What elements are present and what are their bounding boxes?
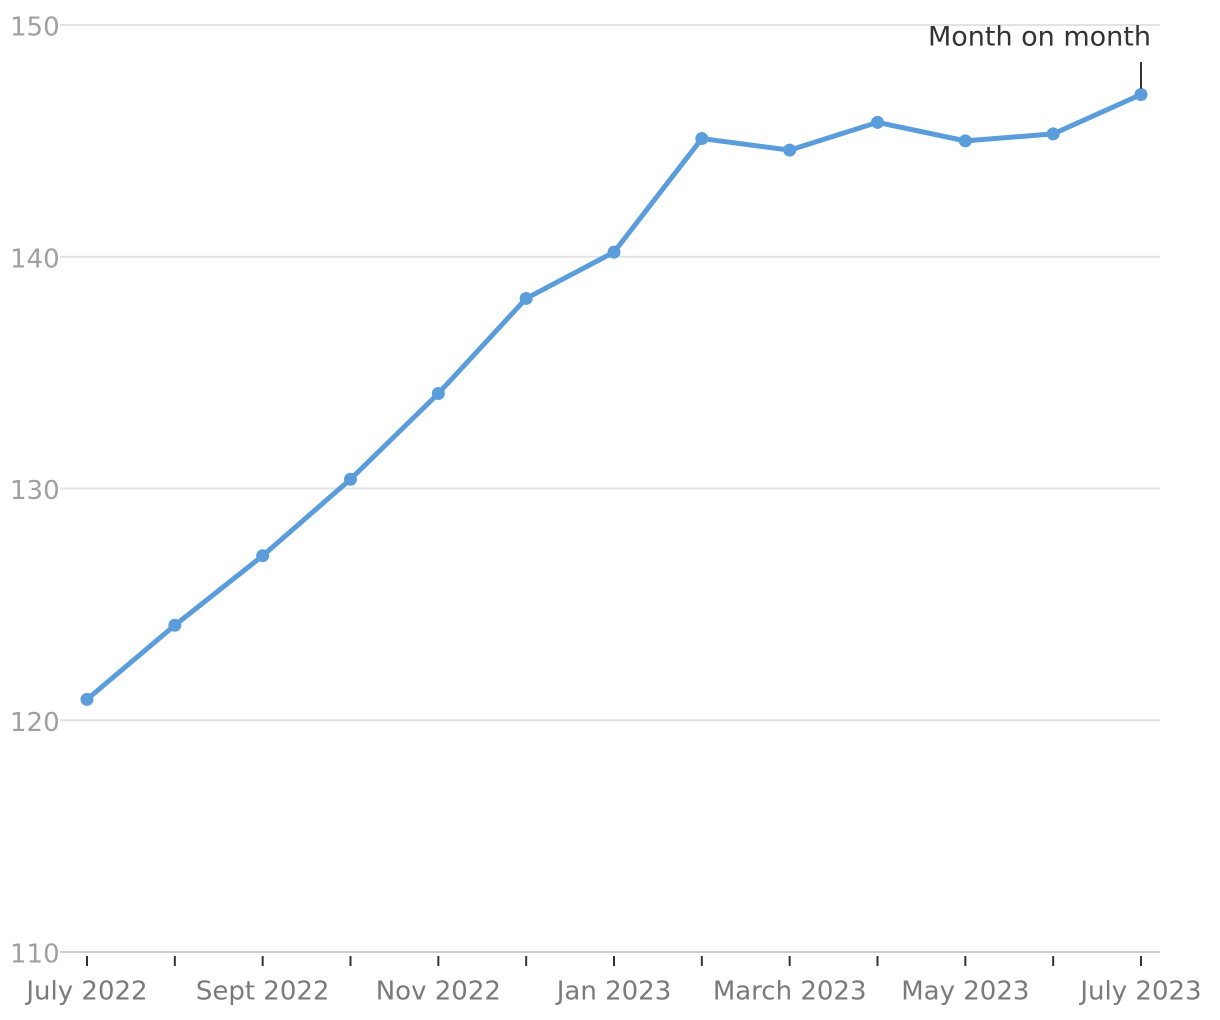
- y-tick-label: 130: [10, 476, 60, 506]
- x-tick-label: July 2022: [24, 977, 147, 1007]
- point: [871, 115, 884, 129]
- y-tick-label: 140: [10, 244, 60, 274]
- point: [1046, 127, 1060, 141]
- x-tick-label: March 2023: [713, 977, 867, 1007]
- point: [1134, 88, 1148, 102]
- point: [256, 549, 270, 563]
- annotation: Month on month: [928, 22, 1151, 53]
- x-tick-label: July 2023: [1078, 977, 1201, 1007]
- y-tick-label: 120: [10, 708, 60, 738]
- x-tick-label: Nov 2022: [376, 977, 501, 1007]
- point: [783, 143, 797, 157]
- y-tick-label: 150: [10, 13, 60, 43]
- point: [958, 134, 972, 148]
- point: [607, 245, 621, 259]
- point: [431, 386, 445, 400]
- x-tick-label: Sept 2022: [196, 977, 330, 1007]
- x-tick-label: May 2023: [901, 977, 1029, 1007]
- line: [85, 92, 1143, 702]
- point: [80, 692, 94, 706]
- point: [168, 618, 182, 632]
- x-tick-label: Jan 2023: [555, 977, 672, 1007]
- y-tick-label: 110: [10, 940, 60, 970]
- point: [519, 291, 533, 305]
- point: [695, 132, 709, 146]
- point: [344, 472, 357, 486]
